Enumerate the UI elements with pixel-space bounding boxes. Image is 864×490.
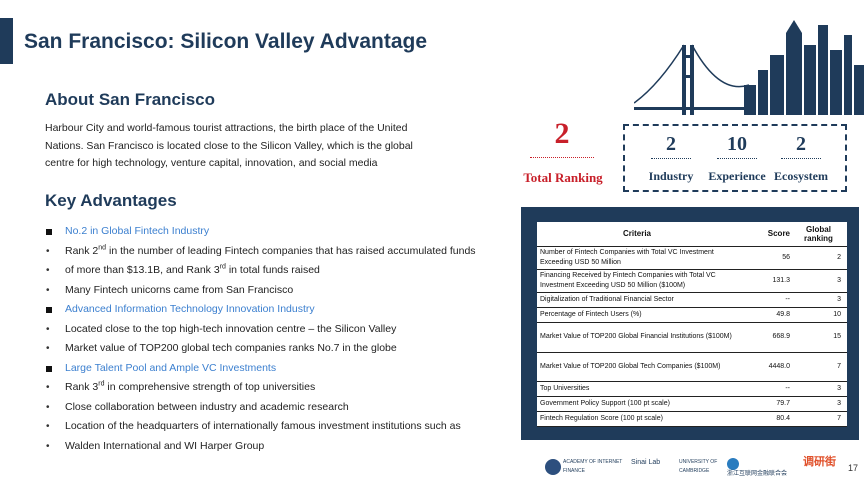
table-header-row: Criteria Score Global ranking	[537, 222, 847, 247]
column-header-criteria: Criteria	[537, 222, 737, 247]
golden-gate-skyline-illustration	[634, 20, 864, 115]
table-row: Top Universities -- 3	[537, 381, 847, 397]
zju-aif-logo: ACADEMY OF INTERNET FINANCE	[545, 458, 627, 476]
cell-rank: 3	[793, 292, 847, 308]
table-row: Percentage of Fintech Users (%) 49.8 10	[537, 307, 847, 323]
zhejiang-emblem-icon	[727, 458, 739, 470]
advantage-item: of more than $13.1B, and Rank 3rd in tot…	[45, 261, 505, 281]
advantage-item: Located close to the top high-tech innov…	[45, 320, 505, 340]
ranking-divider	[717, 158, 757, 159]
page-number: 17	[847, 463, 858, 473]
table-row: Digitalization of Traditional Financial …	[537, 292, 847, 308]
column-header-global-ranking: Global ranking	[793, 222, 847, 247]
ranking-experience: 10 Experience	[699, 132, 775, 184]
table-row: Fintech Regulation Score (100 pt scale) …	[537, 411, 847, 427]
title-accent-bar	[0, 18, 13, 64]
cell-rank: 3	[793, 396, 847, 412]
ranking-ecosystem: 2 Ecosystem	[763, 132, 839, 184]
ranking-label: Industry	[648, 169, 694, 183]
cell-criteria: Fintech Regulation Score (100 pt scale)	[537, 411, 737, 427]
table-row: Market Value of TOP200 Global Tech Compa…	[537, 352, 847, 382]
cell-criteria: Number of Fintech Companies with Total V…	[537, 246, 737, 270]
cell-rank: 7	[793, 411, 847, 427]
about-line: centre for high technology, venture capi…	[45, 157, 378, 169]
advantage-section-title: Advanced Information Technology Innovati…	[45, 300, 505, 320]
total-ranking-divider	[530, 157, 594, 158]
ranking-divider	[781, 158, 821, 159]
cell-score: 49.8	[737, 307, 793, 323]
title-bar: San Francisco: Silicon Valley Advantage	[0, 18, 450, 64]
ranking-divider	[651, 158, 691, 159]
cell-score: --	[737, 292, 793, 308]
criteria-table: Criteria Score Global ranking Number of …	[537, 222, 847, 427]
ranking-industry: 2 Industry	[633, 132, 709, 184]
slide-title: San Francisco: Silicon Valley Advantage	[24, 30, 428, 53]
about-line: Nations. San Francisco is located close …	[45, 139, 413, 152]
diaoyanjie-logo: 调研街	[803, 456, 836, 468]
advantage-item-continued: Walden International and WI Harper Group	[45, 437, 505, 457]
table-row: Market Value of TOP200 Global Financial …	[537, 322, 847, 353]
cell-criteria: Digitalization of Traditional Financial …	[537, 292, 737, 308]
advantage-item: Close collaboration between industry and…	[45, 398, 505, 418]
cell-rank: 3	[793, 269, 847, 293]
cell-rank: 7	[793, 352, 847, 382]
cell-score: 668.9	[737, 322, 793, 353]
advantage-item: Market value of TOP200 global tech compa…	[45, 339, 505, 359]
ranking-value: 2	[666, 133, 676, 155]
total-ranking-value: 2	[554, 117, 570, 150]
zhejiang-internet-finance-logo: 浙江互联网金融联合会	[727, 458, 799, 479]
about-line: Harbour City and world-famous tourist at…	[45, 122, 408, 134]
ranking-label: Experience	[708, 169, 766, 183]
about-paragraph: Harbour City and world-famous tourist at…	[45, 120, 445, 173]
sub-rankings-box: 2 Industry 10 Experience 2 Ecosystem	[623, 124, 847, 192]
cell-criteria: Top Universities	[537, 381, 737, 397]
cell-criteria: Percentage of Fintech Users (%)	[537, 307, 737, 323]
cell-score: 131.3	[737, 269, 793, 293]
table-row: Number of Fintech Companies with Total V…	[537, 246, 847, 270]
about-heading: About San Francisco	[45, 90, 216, 109]
advantage-item: Many Fintech unicorns came from San Fran…	[45, 281, 505, 301]
criteria-table-container: Criteria Score Global ranking Number of …	[537, 222, 847, 427]
advantage-item: Rank 2nd in the number of leading Fintec…	[45, 242, 505, 262]
cell-score: 4448.0	[737, 352, 793, 382]
cell-criteria: Government Policy Support (100 pt scale)	[537, 396, 737, 412]
advantage-section-title: Large Talent Pool and Ample VC Investmen…	[45, 359, 505, 379]
advantage-section-title: No.2 in Global Fintech Industry	[45, 222, 505, 242]
cell-rank: 2	[793, 246, 847, 270]
cell-score: 56	[737, 246, 793, 270]
advantages-list: No.2 in Global Fintech Industry Rank 2nd…	[45, 222, 505, 456]
column-header-score: Score	[737, 222, 793, 247]
advantage-item: Rank 3rd in comprehensive strength of to…	[45, 378, 505, 398]
table-row: Government Policy Support (100 pt scale)…	[537, 396, 847, 412]
zju-emblem-icon	[545, 459, 561, 475]
footer-logos: ACADEMY OF INTERNET FINANCE Sinai Lab UN…	[545, 454, 864, 484]
total-ranking-label: Total Ranking	[523, 170, 603, 185]
ranking-value: 10	[727, 133, 747, 155]
ranking-label: Ecosystem	[774, 169, 828, 183]
sinai-lab-logo: Sinai Lab	[631, 459, 661, 466]
cell-score: 79.7	[737, 396, 793, 412]
cell-criteria: Market Value of TOP200 Global Financial …	[537, 322, 737, 353]
cell-score: --	[737, 381, 793, 397]
table-row: Financing Received by Fintech Companies …	[537, 269, 847, 293]
cell-criteria: Financing Received by Fintech Companies …	[537, 269, 737, 293]
cambridge-logo: UNIVERSITY OF CAMBRIDGE	[679, 459, 718, 474]
cell-rank: 15	[793, 322, 847, 353]
cell-rank: 10	[793, 307, 847, 323]
ranking-value: 2	[796, 133, 806, 155]
criteria-table-panel: Criteria Score Global ranking Number of …	[521, 207, 859, 440]
advantage-item: Location of the headquarters of internat…	[45, 417, 505, 437]
cell-score: 80.4	[737, 411, 793, 427]
cell-rank: 3	[793, 381, 847, 397]
key-advantages-heading: Key Advantages	[45, 191, 177, 210]
cell-criteria: Market Value of TOP200 Global Tech Compa…	[537, 352, 737, 382]
